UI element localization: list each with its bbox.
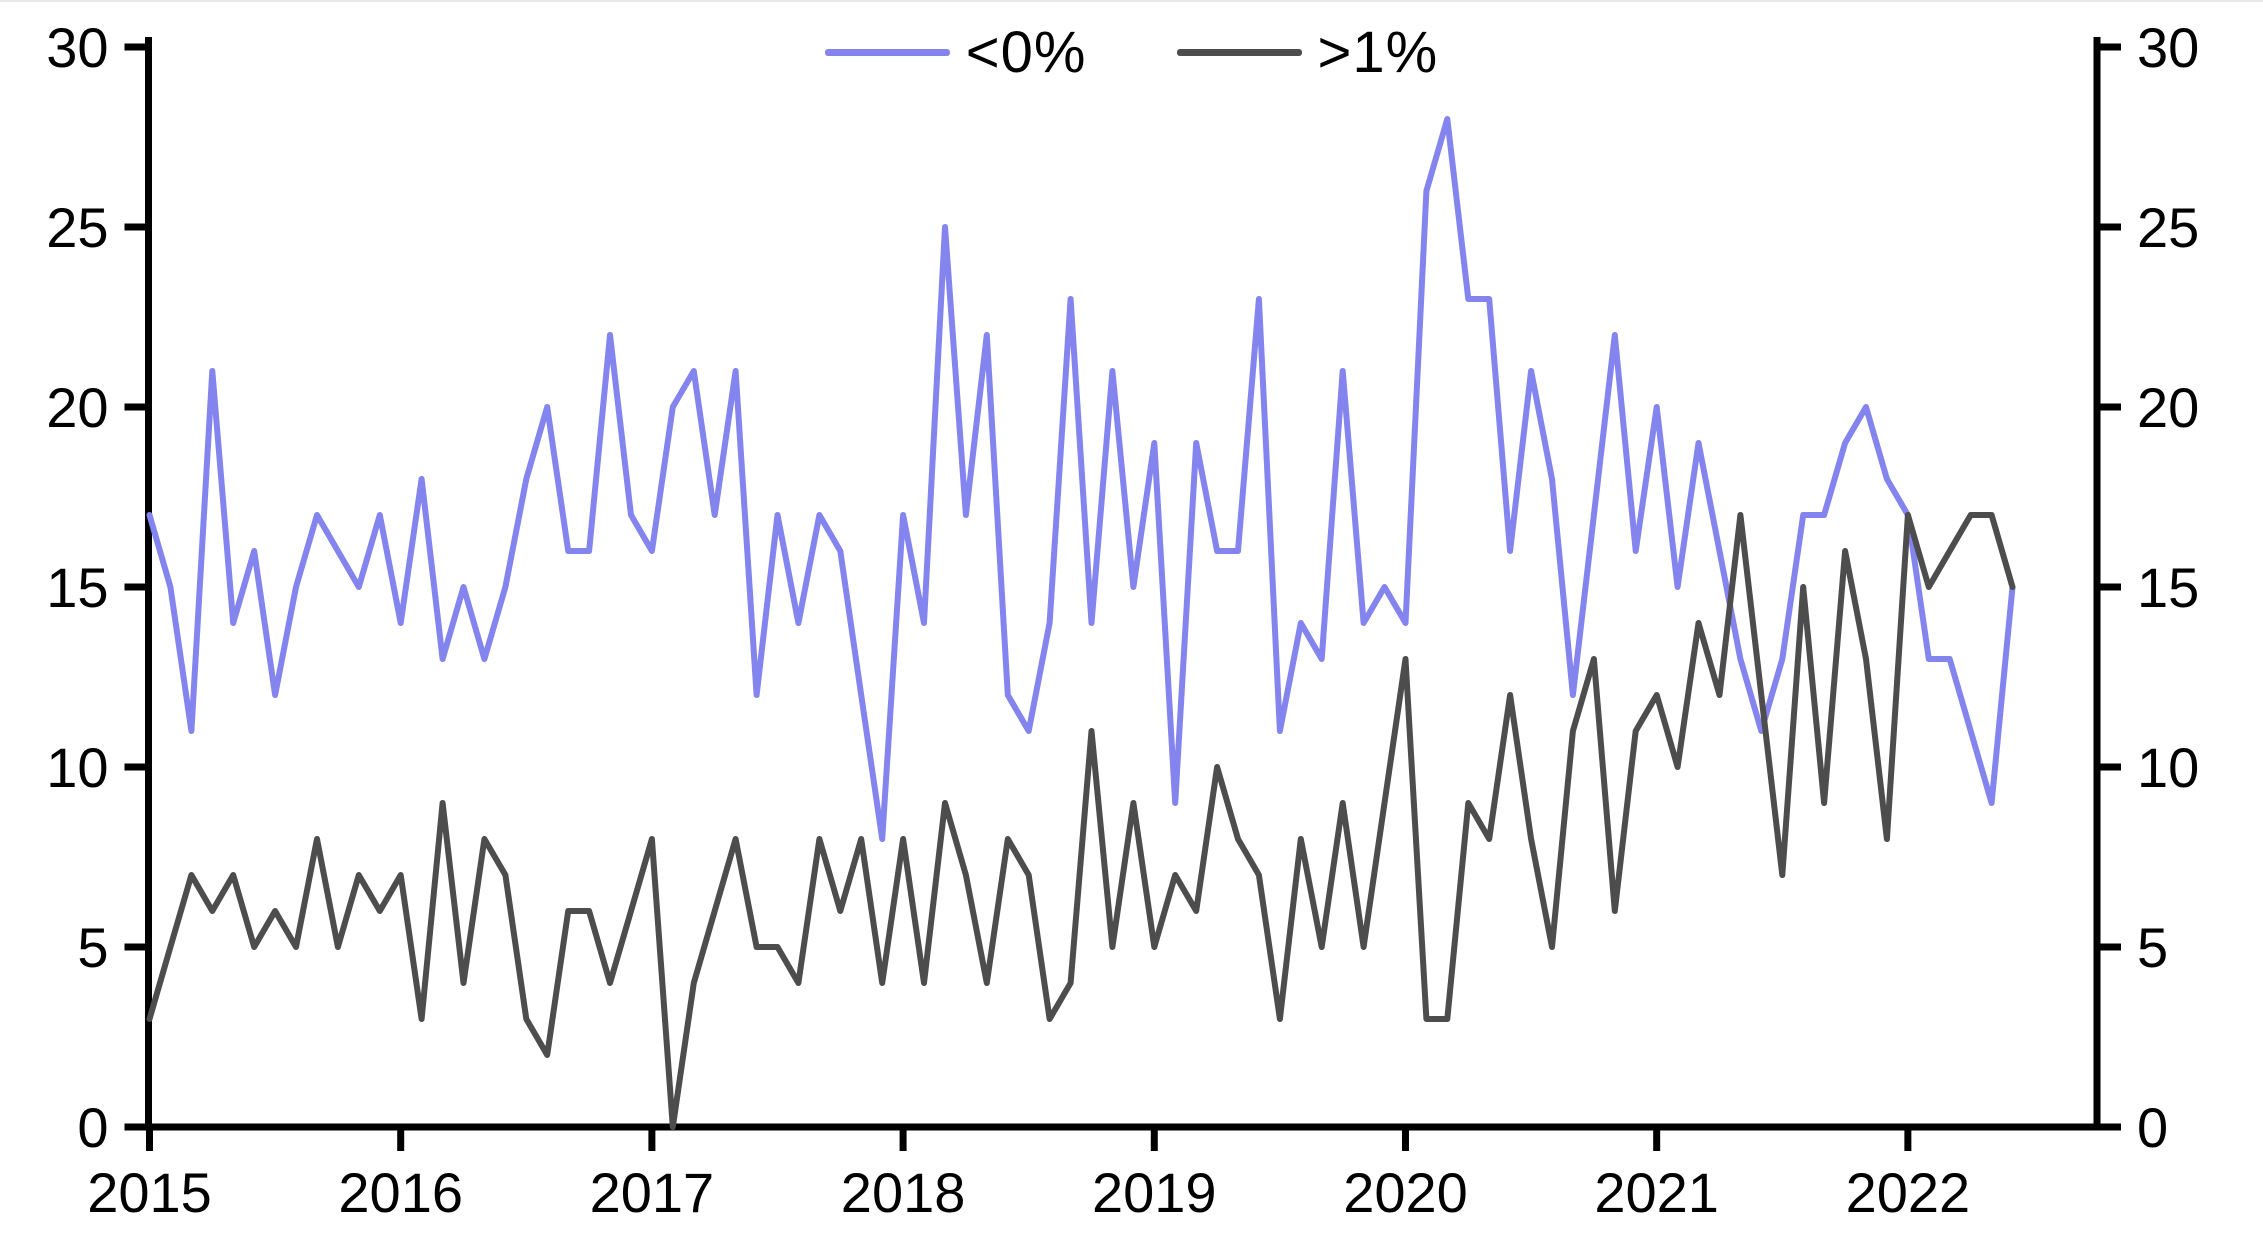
y-axis-tick-label-right: 15: [2137, 556, 2199, 619]
y-axis-tick-label-left: 5: [77, 916, 108, 979]
y-axis-tick-label-left: 0: [77, 1096, 108, 1159]
x-axis-tick-label: 2015: [87, 1161, 212, 1224]
y-axis-tick-label-right: 20: [2137, 376, 2199, 439]
x-axis-tick-label: 2021: [1594, 1161, 1719, 1224]
x-axis-tick-label: 2022: [1846, 1161, 1971, 1224]
x-axis-tick-label: 2016: [338, 1161, 463, 1224]
series-line-gt1: [146, 512, 2016, 1130]
y-axis-tick-label-right: 30: [2137, 16, 2199, 79]
y-axis-tick-label-left: 20: [46, 376, 108, 439]
y-axis-tick-label-right: 0: [2137, 1096, 2168, 1159]
x-axis-tick-label: 2020: [1343, 1161, 1468, 1224]
y-axis-tick-label-right: 10: [2137, 736, 2199, 799]
x-axis-tick-label: 2019: [1092, 1161, 1217, 1224]
series-line-lt0: [146, 116, 2016, 842]
y-axis-tick-label-left: 25: [46, 196, 108, 259]
y-axis-tick-label-left: 30: [46, 16, 108, 79]
y-axis-tick-label-left: 15: [46, 556, 108, 619]
x-axis-tick-label: 2018: [841, 1161, 966, 1224]
x-axis-tick-label: 2017: [590, 1161, 715, 1224]
y-axis-tick-label-right: 5: [2137, 916, 2168, 979]
y-axis-tick-label-right: 25: [2137, 196, 2199, 259]
y-axis-tick-label-left: 10: [46, 736, 108, 799]
